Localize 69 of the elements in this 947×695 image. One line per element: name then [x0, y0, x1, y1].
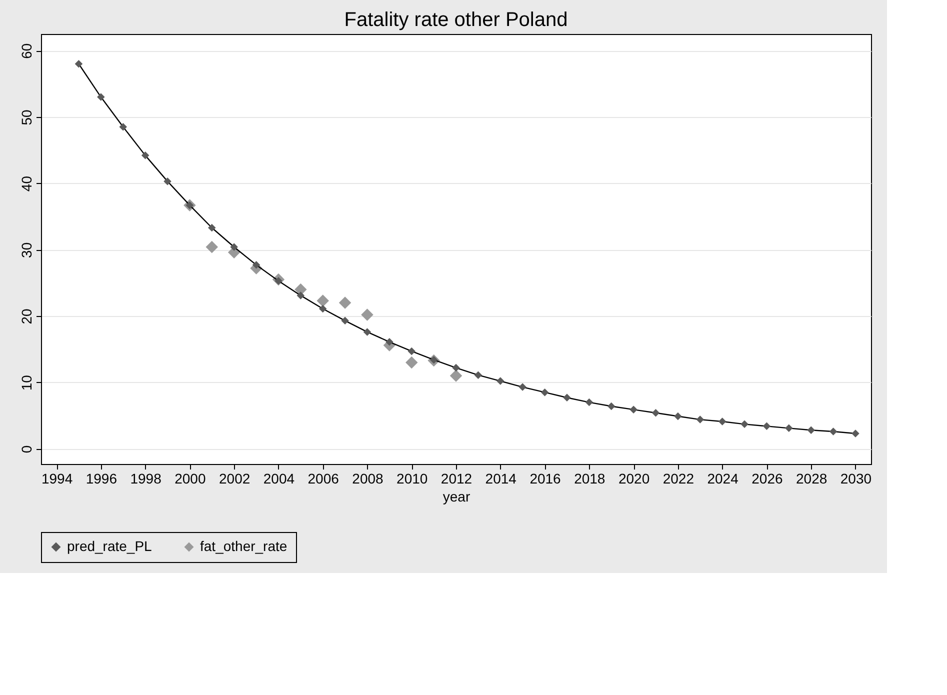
x-tick-label: 2016 — [530, 470, 562, 486]
point — [341, 316, 349, 325]
point — [141, 152, 150, 160]
point — [119, 123, 127, 131]
y-tick-label: 0 — [18, 445, 34, 454]
point — [386, 338, 394, 346]
point — [208, 224, 216, 232]
point — [696, 416, 704, 424]
point — [762, 422, 771, 430]
chart-title: Fatality rate other Poland — [344, 9, 568, 31]
point — [718, 418, 726, 426]
point — [230, 243, 238, 251]
point — [452, 364, 460, 372]
point — [318, 304, 327, 313]
point — [408, 347, 416, 356]
point — [674, 412, 682, 420]
point — [450, 370, 462, 382]
point — [496, 377, 504, 385]
point — [563, 394, 571, 402]
x-tick-label: 2012 — [440, 470, 472, 486]
x-tick-label: 2018 — [574, 470, 606, 486]
point — [807, 426, 815, 434]
legend-label: fat_other_rate — [200, 538, 288, 554]
x-tick-label: 2022 — [662, 470, 694, 486]
x-tick-label: 2010 — [396, 470, 428, 486]
y-tick-label: 60 — [18, 43, 34, 59]
legend-label: pred_rate_PL — [67, 538, 152, 554]
point — [474, 371, 482, 379]
point — [206, 240, 218, 254]
x-tick-label: 2026 — [752, 470, 783, 486]
y-tick-label: 20 — [18, 308, 34, 324]
point — [630, 406, 638, 414]
point — [607, 402, 616, 410]
point — [852, 430, 860, 438]
point — [296, 292, 305, 300]
x-tick-label: 1998 — [130, 470, 162, 486]
point — [540, 388, 549, 396]
x-tick-label: 2008 — [352, 470, 384, 486]
x-tick-label: 2000 — [174, 470, 206, 486]
x-tick-label: 2002 — [218, 470, 250, 486]
point — [740, 420, 748, 428]
point — [97, 93, 105, 101]
y-tick-label: 50 — [18, 109, 34, 126]
point — [652, 409, 660, 417]
point — [252, 261, 260, 269]
point — [316, 294, 329, 307]
y-tick-label: 40 — [18, 176, 34, 192]
point — [585, 398, 594, 406]
point — [829, 428, 838, 436]
x-axis-title: year — [442, 488, 470, 504]
y-tick-label: 10 — [18, 374, 34, 391]
x-tick-label: 2030 — [840, 470, 872, 486]
y-tick-label: 30 — [18, 242, 34, 258]
point — [405, 356, 418, 369]
x-tick-label: 2020 — [618, 470, 650, 486]
point — [164, 177, 172, 186]
x-tick-label: 2024 — [707, 470, 739, 486]
point — [785, 424, 793, 432]
x-tick-label: 2028 — [796, 470, 828, 486]
x-tick-label: 2004 — [263, 470, 295, 486]
point — [363, 328, 372, 336]
point — [338, 296, 352, 309]
point — [518, 383, 526, 391]
point — [74, 60, 83, 68]
x-tick-label: 1996 — [86, 470, 118, 486]
x-tick-label: 2014 — [485, 470, 517, 486]
x-tick-label: 2006 — [308, 470, 340, 486]
point — [361, 308, 374, 321]
x-tick-label: 1994 — [41, 470, 73, 486]
